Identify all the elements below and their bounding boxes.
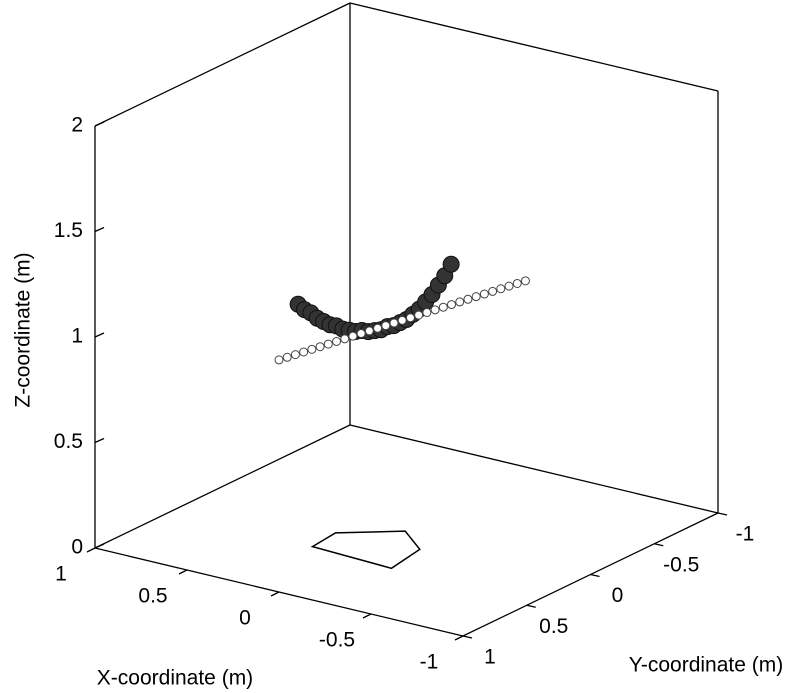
y-tick-label: -1 <box>736 523 755 546</box>
point <box>397 315 407 325</box>
point <box>381 321 391 331</box>
box-edge <box>349 2 719 92</box>
point <box>299 347 309 357</box>
point <box>307 344 317 354</box>
box-edge <box>94 2 351 127</box>
x-tick <box>178 569 188 575</box>
box-edge <box>349 424 719 514</box>
point <box>364 326 374 336</box>
x-tick-label: -0.5 <box>319 629 355 652</box>
y-axis-label: Y-coordinate (m) <box>629 654 783 677</box>
x-tick-label: 0.5 <box>138 585 167 608</box>
point <box>430 305 440 315</box>
point <box>422 307 432 317</box>
x-tick-label: -1 <box>420 651 439 674</box>
point <box>323 339 333 349</box>
box-edge <box>94 424 351 549</box>
z-tick-label: 2 <box>71 114 83 137</box>
point <box>488 286 498 296</box>
point <box>471 292 481 302</box>
point <box>414 310 424 320</box>
point <box>290 350 300 360</box>
point <box>282 352 292 362</box>
point <box>447 300 457 310</box>
point <box>373 323 383 333</box>
z-tick <box>94 121 105 127</box>
z-axis-label: Z-coordinate (m) <box>12 252 35 407</box>
point <box>496 284 506 294</box>
y-tick <box>717 512 728 516</box>
z-tick <box>94 226 105 233</box>
x-axis-label: X-coordinate (m) <box>97 667 253 690</box>
x-tick <box>454 635 464 641</box>
point <box>455 297 465 307</box>
y-tick-label: 0 <box>612 584 624 607</box>
y-tick <box>590 573 600 578</box>
x-tick-label: 1 <box>55 563 67 586</box>
y-tick <box>462 635 473 639</box>
point <box>389 318 399 328</box>
z-tick-label: 0 <box>71 536 83 559</box>
point <box>438 302 448 312</box>
z-tick-label: 1.5 <box>54 219 83 242</box>
y-tick <box>654 543 664 547</box>
point <box>274 355 284 365</box>
z-tick <box>94 543 105 549</box>
y-tick-label: 1 <box>484 646 496 669</box>
z-tick-label: 0.5 <box>54 430 83 453</box>
point <box>504 281 514 291</box>
y-tick-label: 0.5 <box>539 615 568 638</box>
point <box>442 255 460 273</box>
x-tick <box>362 613 372 619</box>
x-tick <box>86 547 96 553</box>
point <box>332 336 342 346</box>
point <box>348 331 358 341</box>
point <box>520 276 530 286</box>
point <box>463 294 473 304</box>
point <box>405 313 415 323</box>
z-tick <box>94 437 105 444</box>
point <box>512 278 522 288</box>
x-tick <box>270 591 280 597</box>
y-tick <box>526 604 536 608</box>
x-tick-label: 0 <box>239 607 251 630</box>
floor-polygon <box>310 530 421 570</box>
z-tick <box>94 332 105 338</box>
point <box>356 329 366 339</box>
point <box>479 289 489 299</box>
y-tick-label: -0.5 <box>663 553 699 576</box>
z-tick-label: 1 <box>71 325 83 348</box>
point <box>340 334 350 344</box>
point <box>315 342 325 352</box>
